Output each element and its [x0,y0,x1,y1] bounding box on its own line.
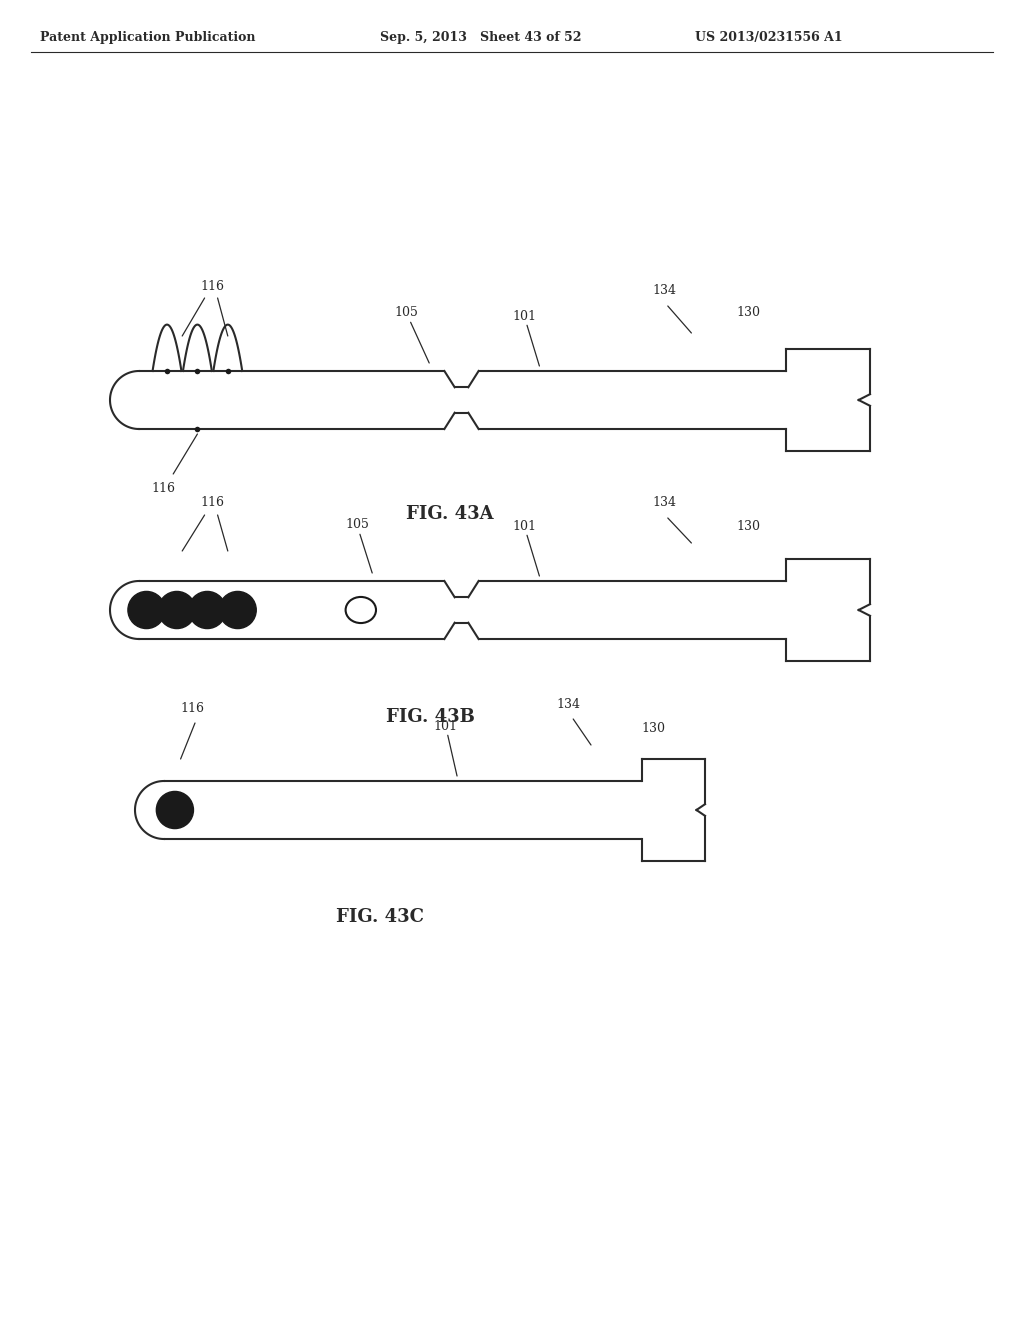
Text: 116: 116 [201,280,224,293]
Text: 134: 134 [653,496,677,510]
Circle shape [128,591,165,628]
Circle shape [157,792,194,829]
Text: US 2013/0231556 A1: US 2013/0231556 A1 [695,30,843,44]
Text: FIG. 43C: FIG. 43C [336,908,424,927]
Text: 134: 134 [556,698,581,711]
Text: 130: 130 [736,306,761,319]
Text: 116: 116 [201,496,224,510]
Text: 134: 134 [653,285,677,297]
Text: Patent Application Publication: Patent Application Publication [40,30,256,44]
Text: 105: 105 [394,306,429,363]
Text: 101: 101 [512,309,540,366]
Circle shape [219,591,256,628]
Text: 101: 101 [512,520,540,576]
Text: 130: 130 [642,722,666,734]
Text: 116: 116 [152,483,175,495]
Circle shape [159,591,196,628]
Text: Sep. 5, 2013   Sheet 43 of 52: Sep. 5, 2013 Sheet 43 of 52 [380,30,582,44]
Text: FIG. 43A: FIG. 43A [407,506,494,523]
Text: 105: 105 [345,519,372,573]
Text: 116: 116 [180,702,204,715]
Text: 130: 130 [736,520,761,532]
Circle shape [188,591,226,628]
Text: 101: 101 [433,719,458,776]
Text: FIG. 43B: FIG. 43B [386,708,474,726]
